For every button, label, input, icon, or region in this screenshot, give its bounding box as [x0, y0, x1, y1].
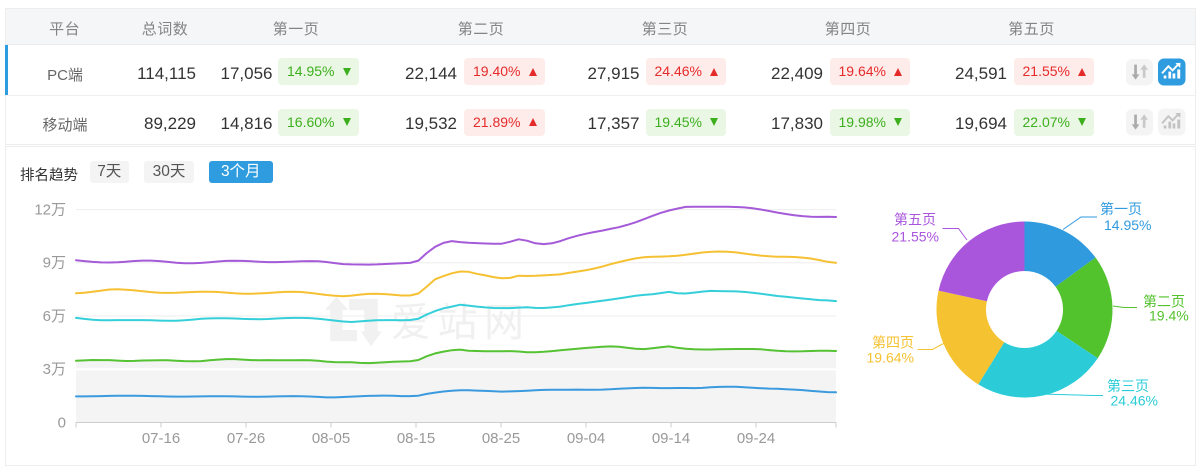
svg-text:08-05: 08-05 — [312, 430, 350, 447]
svg-text:09-04: 09-04 — [567, 430, 605, 447]
svg-text:08-15: 08-15 — [397, 430, 435, 447]
svg-text:21.55%: 21.55% — [892, 229, 939, 245]
svg-text:08-25: 08-25 — [482, 430, 520, 447]
svg-text:09-24: 09-24 — [737, 430, 775, 447]
svg-text:14.95%: 14.95% — [1104, 217, 1151, 233]
svg-text:12万: 12万 — [34, 202, 66, 219]
svg-text:24.46%: 24.46% — [1111, 393, 1158, 409]
svg-text:19.4%: 19.4% — [1149, 308, 1189, 324]
svg-text:19.64%: 19.64% — [867, 350, 914, 366]
svg-text:9万: 9万 — [43, 255, 66, 272]
svg-text:第三页: 第三页 — [1107, 378, 1149, 394]
svg-text:第二页: 第二页 — [1143, 294, 1185, 310]
svg-text:6万: 6万 — [43, 308, 66, 325]
svg-text:3万: 3万 — [43, 361, 66, 378]
svg-text:第一页: 第一页 — [1100, 201, 1142, 217]
svg-text:0: 0 — [58, 414, 66, 431]
svg-text:第四页: 第四页 — [872, 335, 914, 351]
svg-text:第五页: 第五页 — [894, 212, 936, 228]
svg-text:07-16: 07-16 — [142, 430, 180, 447]
svg-text:09-14: 09-14 — [652, 430, 690, 447]
svg-text:07-26: 07-26 — [227, 430, 265, 447]
